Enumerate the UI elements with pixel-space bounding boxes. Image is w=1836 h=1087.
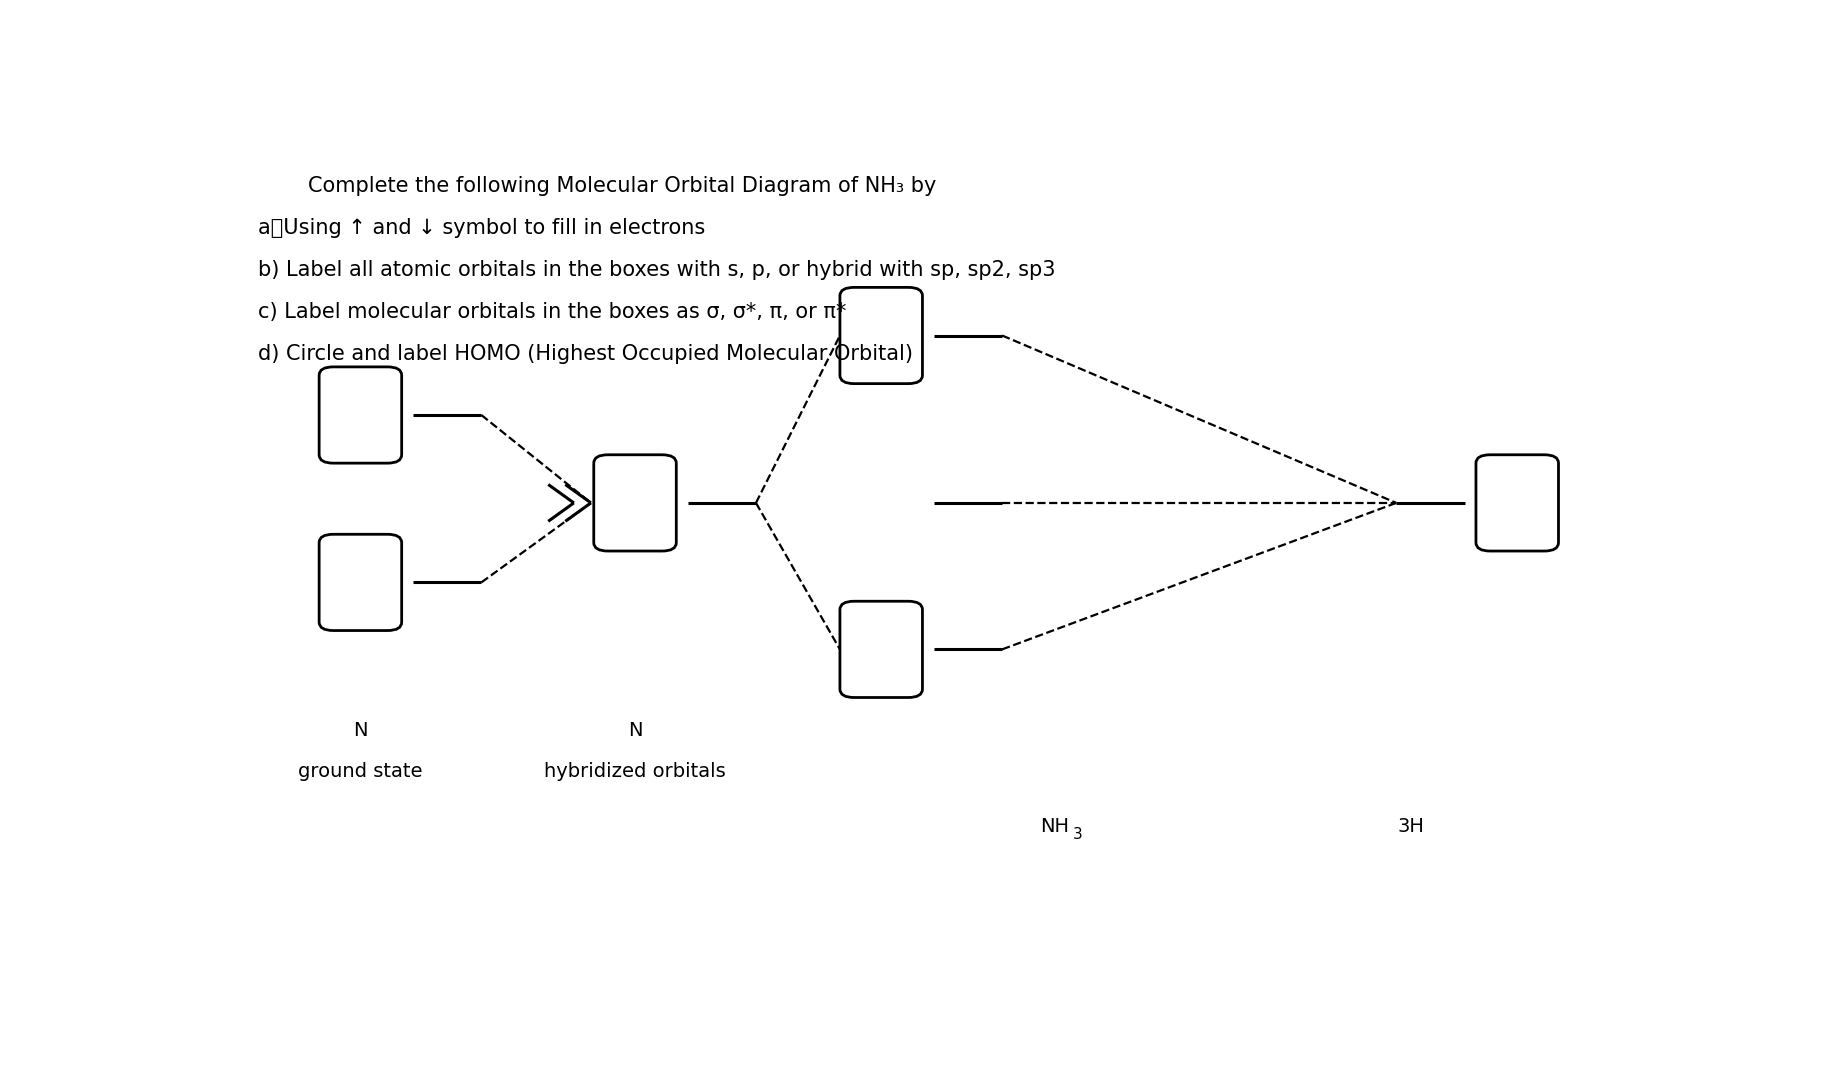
Text: b) Label all atomic orbitals in the boxes with s, p, or hybrid with sp, sp2, sp3: b) Label all atomic orbitals in the boxe… (259, 260, 1056, 280)
FancyBboxPatch shape (839, 601, 922, 698)
Text: NH: NH (1039, 816, 1069, 836)
Text: 3: 3 (1074, 827, 1083, 841)
Text: N: N (628, 721, 643, 739)
FancyBboxPatch shape (319, 535, 402, 630)
Text: a）Using ↑ and ↓ symbol to fill in electrons: a）Using ↑ and ↓ symbol to fill in electr… (259, 218, 705, 238)
FancyBboxPatch shape (593, 454, 676, 551)
FancyBboxPatch shape (1476, 454, 1559, 551)
Text: N: N (353, 721, 367, 739)
Text: ground state: ground state (297, 762, 422, 782)
Text: d) Circle and label HOMO (Highest Occupied Molecular Orbital): d) Circle and label HOMO (Highest Occupi… (259, 343, 912, 364)
Text: 3H: 3H (1397, 816, 1425, 836)
Text: hybridized orbitals: hybridized orbitals (543, 762, 725, 782)
FancyBboxPatch shape (319, 367, 402, 463)
FancyBboxPatch shape (839, 287, 922, 384)
Text: c) Label molecular orbitals in the boxes as σ, σ*, π, or π*: c) Label molecular orbitals in the boxes… (259, 302, 846, 322)
Text: Complete the following Molecular Orbital Diagram of NH₃ by: Complete the following Molecular Orbital… (308, 176, 936, 197)
